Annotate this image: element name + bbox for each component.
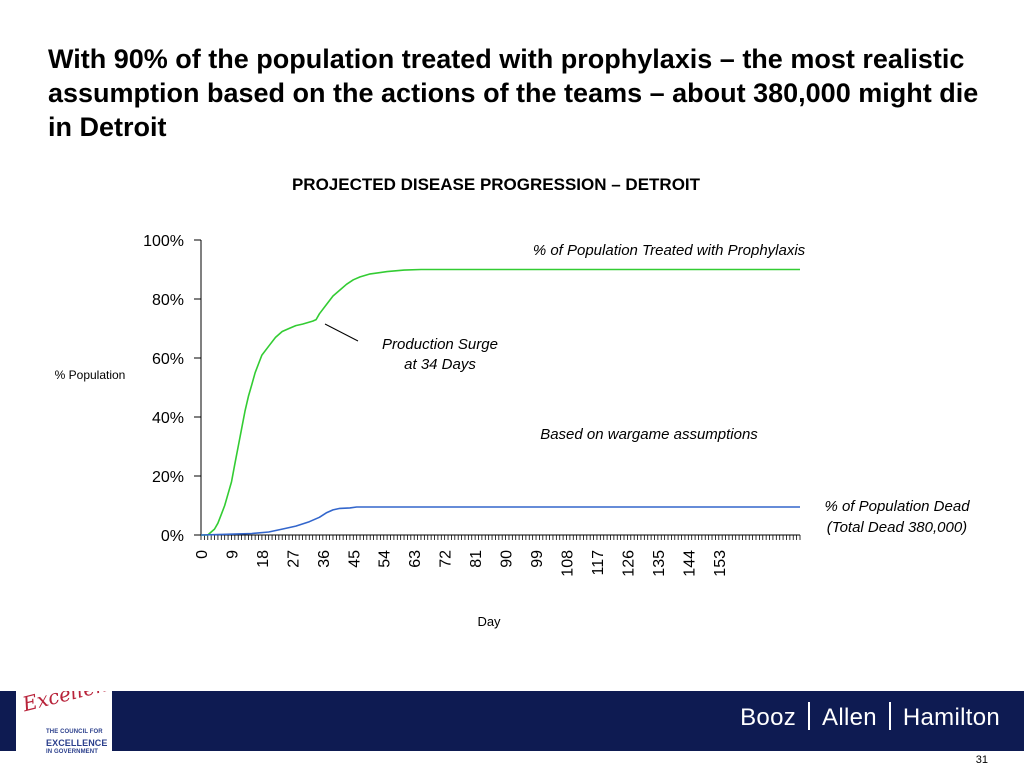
x-tick-label: 27 [285,550,302,568]
x-tick-label: 117 [590,550,607,576]
x-tick-label: 99 [529,550,546,568]
chart-title: PROJECTED DISEASE PROGRESSION – DETROIT [291,175,701,194]
brand-word-allen: Allen [822,704,877,731]
council-excellence-logo: Excellence THE COUNCIL FOR EXCELLENCE IN… [16,691,112,759]
y-tick-label: 100% [143,233,184,250]
series-label-dead: % of Population Dead [824,498,970,515]
x-tick-label: 18 [255,550,272,568]
brand-separator [888,702,891,730]
x-tick-label: 0 [194,550,211,559]
logo-line-2: EXCELLENCE [46,738,108,748]
series-line-dead [200,506,800,536]
brand-separator [808,702,811,730]
y-tick-label: 40% [152,410,184,427]
x-axis-label: Day [477,614,501,629]
y-tick-label: 0% [161,528,184,545]
y-tick-label: 80% [152,292,184,309]
annotation-wargame: Based on wargame assumptions [540,426,758,443]
series-line-treated [201,268,800,536]
x-tick-label: 153 [712,550,729,577]
brand-word-hamilton: Hamilton [902,704,1000,731]
slide-headline: With 90% of the population treated with … [48,44,979,142]
footer-band [0,691,1024,751]
x-tick-label: 54 [377,550,394,568]
x-tick-label: 9 [224,550,241,559]
y-axis-ticks: 0% 20% 40% 60% 80% 100% [143,233,201,545]
chart-axes [200,240,800,536]
x-tick-label: 36 [316,550,333,568]
annotation-production-surge-line1: Production Surge [382,336,498,353]
series-label-treated: % of Population Treated with Prophylaxis [533,242,806,259]
line-chart: 0% 20% 40% 60% 80% 100% 0 9 18 27 36 45 54 63 72 81 90 9… [55,233,971,629]
y-tick-label: 60% [152,351,184,368]
x-axis-ticks: 0 9 18 27 36 45 54 63 72 81 90 99 108 117 126 135 144 153 [194,535,801,577]
booz-allen-hamilton-logo: Booz Allen Hamilton [740,702,1000,732]
logo-line-1: THE COUNCIL FOR [46,729,103,735]
x-tick-label: 108 [559,550,576,577]
chart-series [200,268,800,536]
x-tick-label: 81 [468,550,485,568]
x-tick-label: 90 [499,550,516,568]
x-tick-label: 63 [407,550,424,568]
logo-line-3: IN GOVERNMENT [46,749,98,755]
production-surge-leader-line [324,323,359,342]
x-tick-label: 45 [346,550,363,568]
logo-script-text: Excellence [20,691,112,717]
y-tick-label: 20% [152,469,184,486]
x-tick-label: 144 [681,550,698,577]
annotation-total-dead: (Total Dead 380,000) [827,519,967,536]
x-tick-label: 126 [620,550,637,577]
x-tick-label: 135 [651,550,668,577]
brand-word-booz: Booz [740,704,797,731]
x-tick-label: 72 [438,550,455,568]
annotation-production-surge-line2: at 34 Days [404,356,476,373]
y-axis-label: % Population [55,368,126,382]
page-number: 31 [975,754,988,766]
